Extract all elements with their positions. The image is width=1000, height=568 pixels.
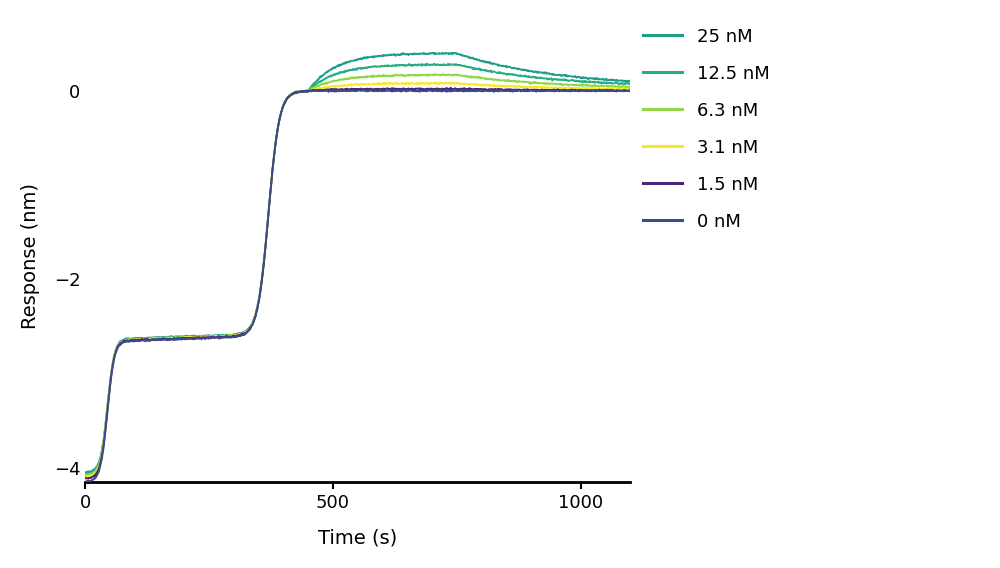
X-axis label: Time (s): Time (s) [318,528,397,547]
Y-axis label: Response (nm): Response (nm) [21,183,40,329]
Legend: 25 nM, 12.5 nM, 6.3 nM, 3.1 nM, 1.5 nM, 0 nM: 25 nM, 12.5 nM, 6.3 nM, 3.1 nM, 1.5 nM, … [636,20,777,238]
